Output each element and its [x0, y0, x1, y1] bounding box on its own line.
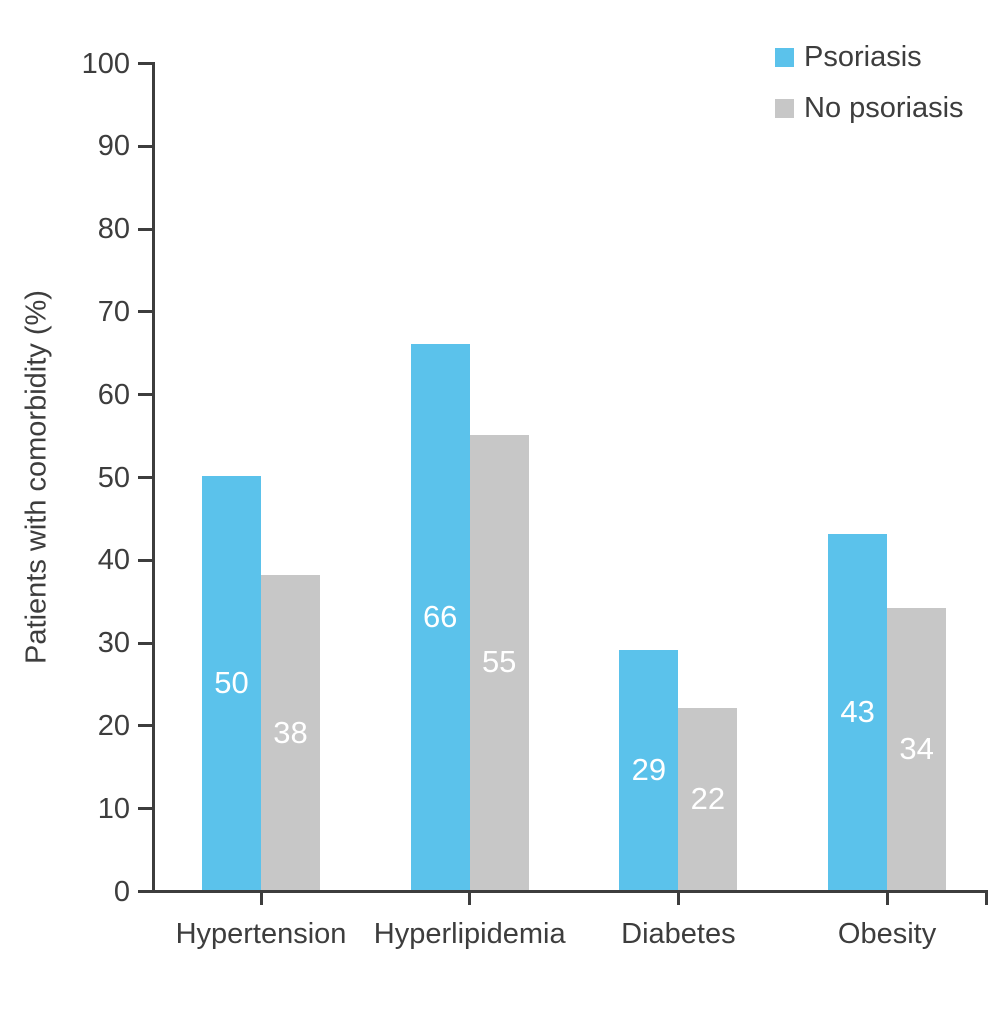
y-tick-label: 60 [97, 378, 130, 411]
bar-value-label: 29 [631, 751, 667, 787]
bar-value-label: 43 [840, 693, 875, 729]
y-tick-label: 10 [97, 792, 130, 825]
plot-area: 0 10 20 30 40 50 60 70 80 90 100 50 38 Hypertension 66… [82, 48, 988, 950]
category-label: Obesity [837, 918, 937, 950]
y-tick-label: 40 [97, 544, 130, 577]
bar-value-label: 22 [690, 780, 726, 816]
bar-psoriasis-obesity: 43 [828, 533, 888, 890]
y-axis-line [152, 62, 155, 893]
legend-item: Psoriasis [775, 41, 964, 73]
y-tick-label: 30 [97, 627, 130, 660]
y-tick-label: 100 [81, 47, 130, 80]
legend-label: Psoriasis [804, 41, 922, 73]
y-tick [138, 476, 152, 479]
bar-no-psoriasis-diabetes: 22 [678, 707, 738, 890]
bar-value-label: 34 [899, 731, 934, 767]
y-tick-label: 70 [97, 295, 130, 328]
y-tick-label: 0 [113, 875, 130, 908]
y-tick-label: 90 [97, 130, 130, 163]
x-axis-line [152, 890, 988, 893]
legend: Psoriasis No psoriasis [775, 43, 964, 145]
category-label: Hyperlipidemia [373, 918, 566, 950]
y-tick [138, 641, 152, 645]
x-tick [468, 893, 472, 905]
y-tick [138, 144, 152, 148]
x-tick [885, 893, 889, 905]
bar-psoriasis-diabetes: 29 [619, 649, 679, 890]
bar-no-psoriasis-hypertension: 38 [261, 575, 320, 890]
legend-swatch [775, 47, 794, 67]
y-tick [138, 558, 152, 562]
y-tick [138, 227, 152, 231]
bar-value-label: 38 [273, 714, 308, 750]
x-tick [676, 893, 680, 905]
legend-label: No psoriasis [804, 92, 964, 124]
bar-psoriasis-hypertension: 50 [202, 476, 261, 890]
bar-no-psoriasis-hyperlipidemia: 55 [469, 434, 529, 890]
bar-value-label: 50 [214, 665, 249, 700]
x-axis-end-tick [985, 893, 988, 905]
y-tick [138, 724, 152, 728]
y-tick-label: 20 [97, 709, 130, 742]
bar-psoriasis-hyperlipidemia: 66 [410, 343, 470, 890]
y-tick [138, 310, 152, 314]
bar-value-label: 66 [422, 598, 458, 634]
y-tick [138, 393, 152, 397]
legend-item: No psoriasis [775, 92, 964, 124]
bar-no-psoriasis-obesity: 34 [887, 608, 947, 890]
y-tick-label: 50 [97, 461, 130, 494]
x-tick [259, 893, 263, 905]
legend-swatch [775, 98, 794, 118]
y-tick-label: 80 [97, 213, 130, 246]
y-tick [138, 62, 152, 65]
category-label: Diabetes [621, 918, 736, 950]
y-tick [138, 807, 152, 811]
bar-value-label: 55 [481, 644, 517, 680]
category-label: Hypertension [175, 918, 347, 950]
y-tick [138, 890, 152, 893]
